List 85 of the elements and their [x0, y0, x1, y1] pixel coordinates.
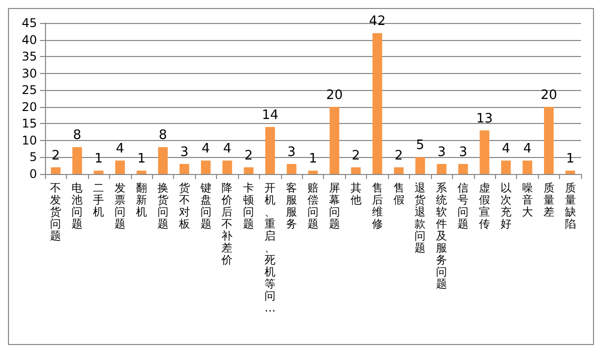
x-tick-label: 售假	[393, 182, 404, 206]
x-tick-label: 货不对板	[178, 182, 190, 230]
bar	[72, 147, 82, 174]
y-tick-label: 25	[22, 83, 37, 98]
y-tick-label: 30	[22, 66, 37, 80]
y-tick-label: 20	[22, 100, 37, 114]
data-label: 4	[502, 142, 510, 157]
x-tick-label: 降价后不补差价	[220, 182, 233, 266]
x-tick-label: 翻新机	[136, 182, 147, 218]
x-tick-label: 赔偿问题	[308, 182, 318, 230]
data-label: 1	[137, 152, 146, 167]
bar	[394, 167, 404, 174]
bar	[200, 160, 211, 174]
x-tick-label: 屏幕问题	[328, 182, 340, 230]
bar	[158, 147, 168, 174]
x-tick-label: 客服服务	[286, 182, 298, 230]
bar	[308, 170, 318, 174]
bar	[115, 160, 125, 174]
bar	[222, 160, 232, 174]
x-tick-label: 售后维修	[372, 182, 383, 230]
x-tick-label: 键盘问题	[199, 182, 212, 230]
data-label: 2	[394, 148, 403, 164]
bar	[94, 170, 104, 174]
x-tick-label: 其他	[350, 182, 362, 206]
data-label: 13	[476, 111, 493, 126]
data-label: 2	[352, 148, 360, 164]
data-label: 8	[73, 128, 82, 144]
y-tick-label: 15	[22, 116, 37, 131]
bar	[330, 106, 340, 174]
bar	[415, 157, 426, 174]
data-label: 4	[202, 142, 210, 157]
bar	[565, 170, 576, 174]
bar	[372, 33, 382, 174]
bar	[136, 170, 146, 174]
bar	[265, 127, 275, 174]
x-tick-label: 信号问题	[458, 182, 469, 230]
y-tick-label: 5	[29, 150, 37, 164]
x-tick-label: 虚假宣传	[479, 182, 490, 230]
data-label: 3	[438, 144, 446, 160]
bar	[436, 164, 446, 174]
data-label: 3	[458, 144, 468, 160]
bar	[50, 167, 61, 174]
x-tick-label: 不发货问题	[50, 182, 62, 242]
data-label: 20	[326, 88, 343, 103]
category-label: 开机、重启、死机等问…	[264, 182, 276, 314]
x-tick-label: 卡顿问题	[243, 182, 254, 230]
y-tick-label: 10	[22, 133, 37, 148]
y-tick-label: 40	[22, 32, 37, 47]
x-tick-label: 质量缺陷	[564, 182, 576, 230]
data-label: 20	[540, 88, 558, 103]
x-tick-label: 以次充好	[500, 182, 512, 230]
data-label: 5	[416, 138, 424, 154]
x-tick-label: 质量差	[543, 182, 554, 218]
data-label: 2	[244, 148, 253, 164]
data-label: 3	[287, 144, 296, 160]
y-tick-label: 0	[29, 167, 37, 181]
y-tick-label: 45	[22, 16, 37, 30]
bar	[286, 164, 296, 174]
bar	[244, 167, 254, 174]
bar	[544, 106, 554, 174]
bar	[522, 160, 532, 174]
x-tick-label: 噪音大	[522, 182, 533, 218]
x-tick-label: 二手机	[93, 182, 104, 218]
data-label: 4	[223, 142, 232, 157]
bar	[501, 160, 511, 174]
bar	[480, 130, 490, 174]
data-label: 1	[94, 152, 103, 167]
category-label: 系统软件及服务问题	[436, 182, 448, 290]
data-label: 4	[523, 142, 532, 157]
bar	[180, 164, 190, 174]
data-label: 2	[52, 148, 60, 164]
x-tick-label: 换货问题	[157, 182, 168, 230]
bar	[351, 167, 361, 174]
data-label: 3	[180, 144, 188, 160]
data-label: 14	[262, 108, 278, 124]
data-label: 8	[158, 128, 168, 144]
x-tick-label: 发票问题	[114, 182, 126, 230]
data-label: 1	[566, 152, 574, 167]
x-tick-label: 电池问题	[72, 182, 83, 230]
data-label: 42	[369, 14, 386, 30]
bar	[458, 164, 468, 174]
x-tick-label: 退货退款问题	[414, 182, 426, 254]
y-tick-label: 35	[22, 50, 37, 64]
data-label: 4	[116, 142, 124, 157]
data-label: 1	[308, 152, 318, 167]
